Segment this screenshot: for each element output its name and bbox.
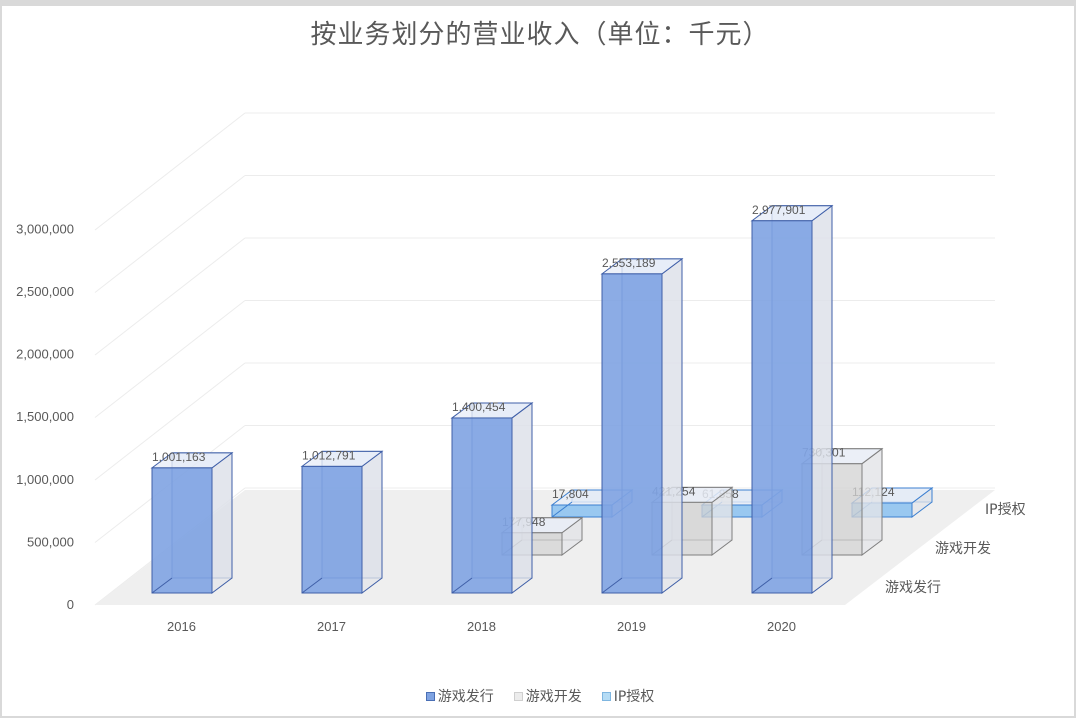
bar-3d[interactable]: 1,400,454: [450, 400, 534, 594]
legend-label: 游戏开发: [525, 689, 582, 705]
x-tick-label: 2018: [467, 619, 496, 634]
data-label: 1,001,163: [152, 450, 206, 464]
legend-item-game-publishing[interactable]: 游戏发行: [425, 686, 494, 706]
y-axis-ticks: 0 500,000 1,000,000 1,500,000 2,000,000 2,500…: [16, 221, 74, 612]
legend-item-game-development[interactable]: 游戏开发: [513, 686, 582, 706]
legend-swatch-icon: [425, 691, 435, 701]
y-tick-label: 1,000,000: [16, 472, 74, 487]
x-tick-label: 2019: [617, 619, 646, 634]
y-tick-label: 2,500,000: [16, 284, 74, 299]
series-depth-axis-labels: 游戏发行 游戏开发 IP授权: [885, 502, 1026, 596]
x-tick-label: 2017: [317, 619, 346, 634]
legend-label: 游戏发行: [437, 689, 494, 705]
bar-3d[interactable]: 1,012,791: [300, 448, 384, 594]
data-label: 2,977,901: [752, 203, 806, 217]
x-tick-label: 2020: [767, 619, 796, 634]
chart-legend: 游戏发行 游戏开发 IP授权: [0, 686, 1080, 706]
data-label: 17,804: [552, 487, 589, 501]
depth-axis-label: 游戏开发: [935, 541, 991, 557]
y-tick-label: 1,500,000: [16, 409, 74, 424]
legend-swatch-icon: [513, 691, 523, 701]
data-label: 1,012,791: [302, 448, 356, 462]
chart-title: 按业务划分的营业收入（单位：千元）: [310, 20, 770, 50]
y-tick-label: 2,000,000: [16, 347, 74, 362]
bar-3d[interactable]: 2,553,189: [600, 256, 684, 594]
x-tick-label: 2016: [167, 619, 196, 634]
data-label: 2,553,189: [602, 256, 656, 270]
y-tick-label: 3,000,000: [16, 221, 74, 236]
bar-3d[interactable]: 1,001,163: [150, 450, 234, 594]
data-label: 1,400,454: [452, 400, 506, 414]
bar-3d[interactable]: 2,977,901: [750, 203, 834, 594]
legend-label: IP授权: [613, 689, 655, 705]
x-axis-ticks: 2016 2017 2018 2019 2020: [167, 619, 796, 634]
legend-item-ip-licensing[interactable]: IP授权: [601, 686, 655, 706]
depth-axis-label: IP授权: [985, 502, 1026, 518]
legend-swatch-icon: [601, 691, 611, 701]
depth-axis-label: 游戏发行: [885, 580, 941, 596]
y-tick-label: 0: [67, 597, 74, 612]
bar-series-group: 17,80461,858112,124177,948421,254730,301…: [150, 203, 934, 594]
y-tick-label: 500,000: [27, 534, 74, 549]
